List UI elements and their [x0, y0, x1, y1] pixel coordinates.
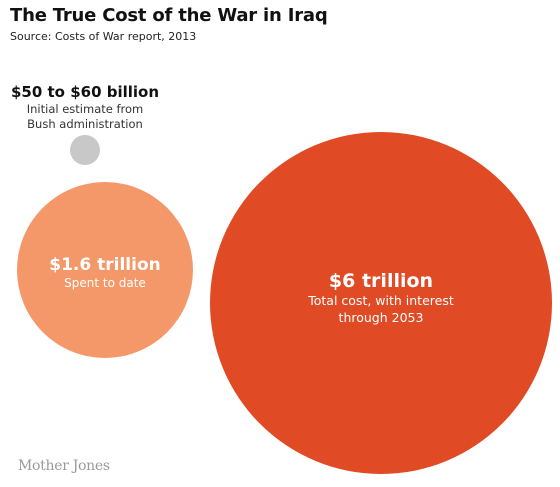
desc-initial-estimate-line1: Initial estimate from: [27, 102, 144, 116]
desc-total-cost-line2: through 2053: [339, 310, 424, 325]
bubble-initial-estimate: $50 to $60 billion Initial estimate from…: [11, 83, 159, 165]
bubble-spent-to-date: $1.6 trillion Spent to date: [17, 182, 193, 358]
circle-total-cost: [210, 132, 552, 474]
desc-initial-estimate-line2: Bush administration: [27, 117, 143, 131]
chart-title: The True Cost of the War in Iraq: [10, 5, 328, 26]
label-spent-to-date: $1.6 trillion: [49, 255, 160, 275]
label-initial-estimate: $50 to $60 billion: [11, 83, 159, 101]
circle-spent-to-date: [17, 182, 193, 358]
mother-jones-logo: Mother Jones: [18, 458, 110, 474]
chart-source: Source: Costs of War report, 2013: [10, 30, 197, 43]
desc-total-cost-line1: Total cost, with interest: [307, 293, 454, 308]
label-total-cost: $6 trillion: [329, 270, 433, 292]
desc-spent-to-date-line1: Spent to date: [64, 276, 146, 290]
bubble-total-cost: $6 trillion Total cost, with interest th…: [210, 132, 552, 474]
circle-initial-estimate: [70, 135, 100, 165]
